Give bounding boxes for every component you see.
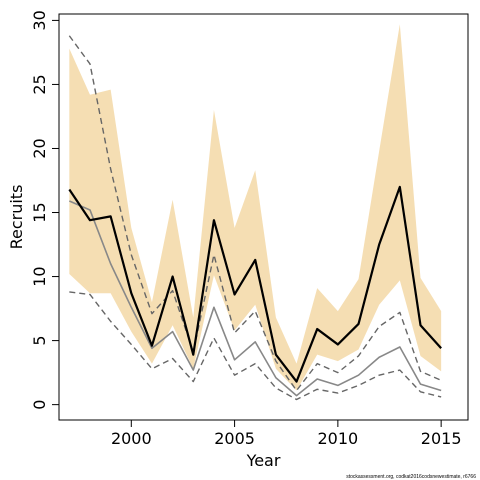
y-axis-label: Recruits <box>7 185 26 250</box>
x-tick-label: 2000 <box>111 429 152 448</box>
y-tick-label: 10 <box>30 266 49 286</box>
y-tick-label: 5 <box>30 335 49 345</box>
x-axis-label: Year <box>246 451 281 470</box>
x-tick-label: 2015 <box>421 429 462 448</box>
y-tick-label: 0 <box>30 400 49 410</box>
confidence-band <box>69 24 442 391</box>
plot-frame <box>58 13 469 421</box>
series-line-2 <box>69 200 442 397</box>
x-axis: 2000 2005 2010 2015 <box>111 420 462 448</box>
y-tick-label: 25 <box>30 74 49 94</box>
y-tick-label: 15 <box>30 202 49 222</box>
x-tick-label: 2010 <box>318 429 359 448</box>
series-line-4 <box>69 291 442 401</box>
series-line-3 <box>68 35 442 392</box>
y-tick-label: 20 <box>30 138 49 158</box>
source-annotation: stockassessment.org, codkat2016codsnewes… <box>346 474 476 480</box>
series-lines <box>68 35 442 401</box>
y-axis: 0 5 10 15 20 25 30 <box>30 10 59 410</box>
confidence-band-area <box>69 24 442 391</box>
x-tick-label: 2005 <box>214 429 255 448</box>
series-line-1 <box>68 185 442 383</box>
y-tick-label: 30 <box>30 10 49 30</box>
